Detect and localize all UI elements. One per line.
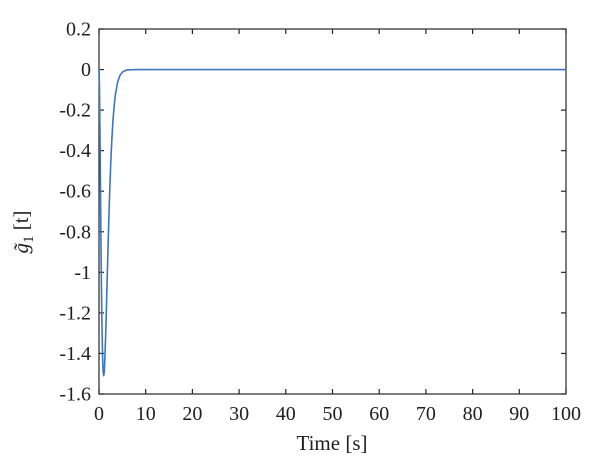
x-tick-label: 60 [369,403,389,425]
y-axis-label-units: [t] [9,210,33,235]
y-tick-label: -1 [74,262,91,284]
y-tick-label: -0.6 [59,181,91,203]
x-tick-label: 10 [136,403,156,425]
plot-frame [98,28,567,395]
y-tick-label: 0.2 [66,19,91,41]
x-tick-label: 20 [182,403,202,425]
y-tick-label: -1.4 [59,343,91,365]
x-tick-label: 0 [94,403,104,425]
y-tick-label: -0.8 [59,221,91,243]
x-tick-label: 100 [551,403,581,425]
series-line [98,68,567,377]
y-tick-label: -0.4 [59,140,91,162]
axis-ticks [98,28,567,395]
x-tick-label: 90 [509,403,529,425]
y-axis-label: g̃1 [t] [9,210,37,253]
y-tick-label: -1.2 [59,302,91,324]
y-tick-label: 0 [81,59,91,81]
x-tick-labels: 0 10 20 30 40 50 60 70 80 90 100 [94,403,581,425]
y-tick-label: -0.2 [59,100,91,122]
x-tick-label: 40 [276,403,296,425]
y-axis-label-subscript: 1 [21,236,37,244]
x-tick-label: 30 [229,403,249,425]
y-tick-label: -1.6 [59,384,91,406]
x-tick-label: 50 [323,403,343,425]
x-axis-label: Time [s] [297,431,368,455]
x-tick-label: 70 [416,403,436,425]
x-tick-label: 80 [463,403,483,425]
y-tick-labels: 0.2 0 -0.2 -0.4 -0.6 -0.8 -1 -1.2 -1.4 -1.6 [59,19,91,406]
y-axis-label-base: g̃ [9,242,33,253]
